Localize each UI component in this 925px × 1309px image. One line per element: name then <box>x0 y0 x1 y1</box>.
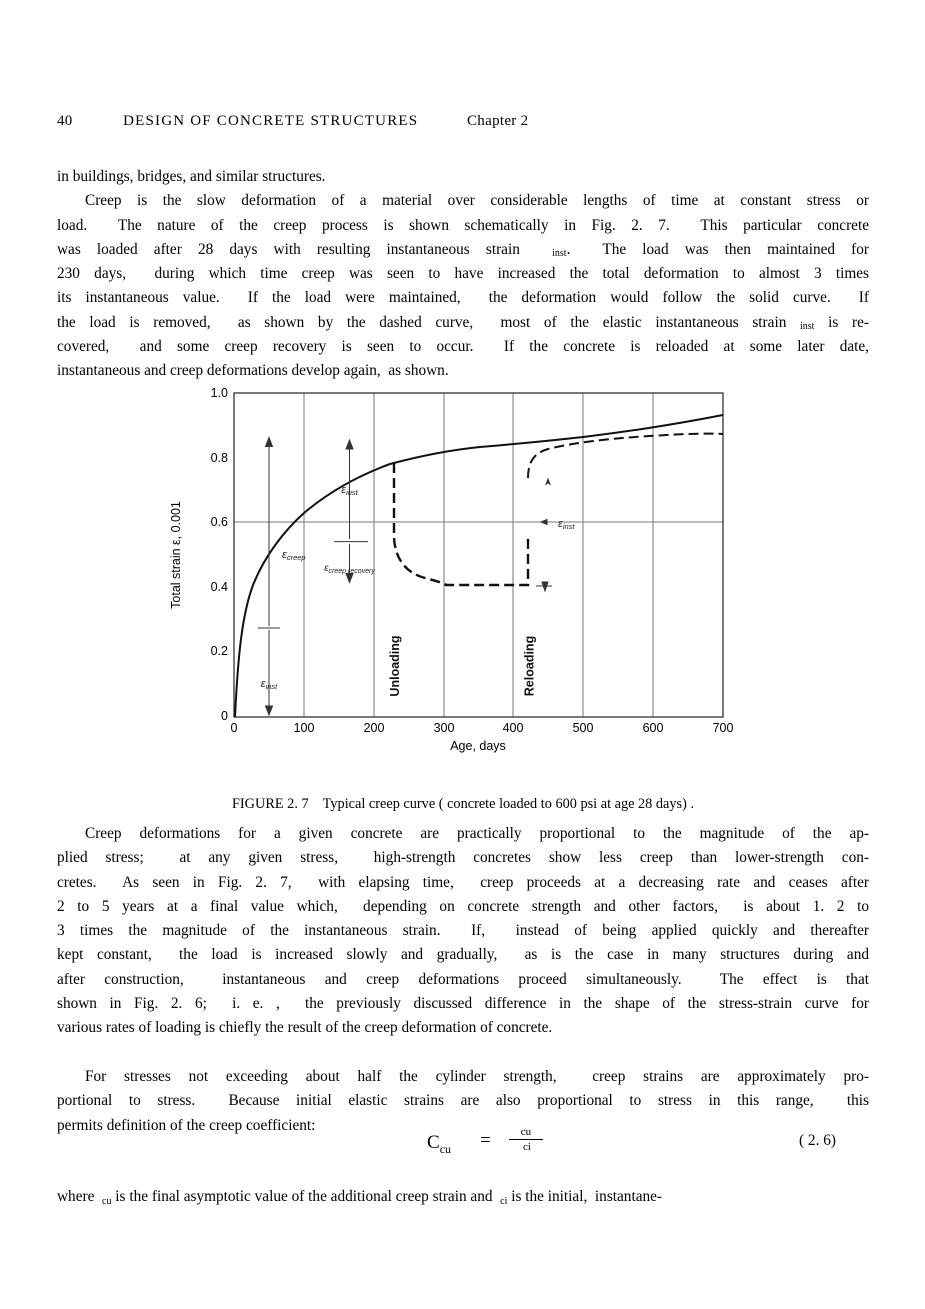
svg-text:200: 200 <box>364 721 385 735</box>
svg-text:Age, days: Age, days <box>450 739 506 753</box>
svg-text:0: 0 <box>231 721 238 735</box>
svg-text:600: 600 <box>643 721 664 735</box>
svg-text:100: 100 <box>294 721 315 735</box>
svg-text:0.6: 0.6 <box>211 515 228 529</box>
svg-text:0.4: 0.4 <box>211 580 228 594</box>
svg-text:Unloading: Unloading <box>388 635 402 696</box>
svg-text:Total strain ε, 0.001: Total strain ε, 0.001 <box>169 501 183 609</box>
svg-text:500: 500 <box>573 721 594 735</box>
svg-text:εcreep: εcreep <box>282 549 306 562</box>
svg-text:400: 400 <box>503 721 524 735</box>
svg-text:Reloading: Reloading <box>523 636 537 696</box>
svg-text:εinst: εinst <box>558 518 575 531</box>
svg-text:0: 0 <box>221 709 228 723</box>
svg-text:1.0: 1.0 <box>211 386 228 400</box>
svg-text:300: 300 <box>434 721 455 735</box>
svg-text:0.2: 0.2 <box>211 644 228 658</box>
svg-text:0.8: 0.8 <box>211 451 228 465</box>
svg-text:700: 700 <box>713 721 734 735</box>
